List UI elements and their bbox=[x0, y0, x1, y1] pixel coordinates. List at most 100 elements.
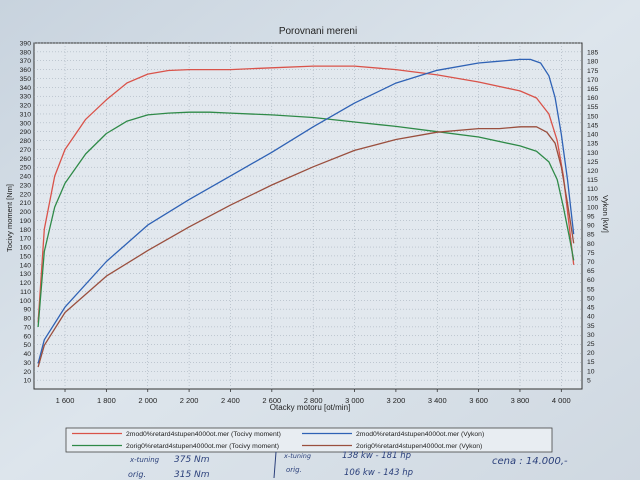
y-left-tick-label-1: 20 bbox=[23, 369, 31, 376]
y-left-tick-label-18: 190 bbox=[20, 218, 32, 225]
x-tick-label-12: 4 000 bbox=[552, 396, 571, 405]
x-tick-label-0: 1 600 bbox=[56, 396, 75, 405]
y-right-tick-label-33: 170 bbox=[587, 77, 599, 84]
note-price: cena : 14.000,- bbox=[492, 456, 568, 467]
x-tick-label-1: 1 800 bbox=[97, 396, 116, 405]
y-left-tick-label-37: 380 bbox=[20, 49, 32, 56]
x-tick-label-2: 2 000 bbox=[138, 396, 157, 405]
note-orig-torque: 315 Nm bbox=[174, 470, 210, 480]
y-left-tick-label-30: 310 bbox=[20, 111, 32, 118]
y-right-tick-label-34: 175 bbox=[587, 68, 599, 75]
note-divider bbox=[273, 451, 277, 479]
y-left-tick-label-35: 360 bbox=[20, 67, 32, 74]
note-orig-label: orig. bbox=[128, 470, 146, 479]
y-right-tick-label-29: 150 bbox=[587, 113, 599, 120]
y-left-tick-label-13: 140 bbox=[20, 262, 32, 269]
y-left-tick-label-15: 160 bbox=[20, 245, 32, 252]
y-left-tick-label-27: 280 bbox=[20, 138, 32, 145]
y-right-tick-label-31: 160 bbox=[587, 95, 599, 102]
y-right-tick-label-2: 15 bbox=[587, 359, 595, 366]
y-right-tick-label-16: 85 bbox=[587, 232, 595, 239]
y-right-tick-label-32: 165 bbox=[587, 86, 599, 93]
series-lines bbox=[37, 58, 575, 368]
x-tick-label-11: 3 800 bbox=[511, 396, 530, 405]
y-left-tick-label-32: 330 bbox=[20, 94, 32, 101]
y-right-tick-label-8: 45 bbox=[587, 305, 595, 312]
y-right-tick-label-3: 20 bbox=[587, 350, 595, 357]
y-left-tick-label-38: 390 bbox=[20, 41, 32, 48]
y-right-tick-label-14: 75 bbox=[587, 250, 595, 257]
series-line-1 bbox=[37, 111, 575, 327]
legend-box bbox=[65, 427, 553, 453]
y-left-tick-label-20: 210 bbox=[20, 200, 32, 207]
grid-lines bbox=[34, 42, 582, 389]
x-tick-label-4: 2 400 bbox=[221, 396, 240, 405]
y-left-tick-label-4: 50 bbox=[23, 342, 31, 349]
y-right-tick-label-17: 90 bbox=[587, 223, 595, 230]
legend-label-3: 2orig0%retard4stupen4000ot.mer (Vykon) bbox=[356, 443, 482, 450]
y-left-tick-label-36: 370 bbox=[20, 58, 32, 65]
y-left-tick-label-17: 180 bbox=[20, 227, 32, 234]
y-left-tick-label-11: 120 bbox=[20, 280, 32, 287]
note-tuning-power: 138 kw - 181 hp bbox=[342, 451, 411, 461]
legend-label-0: 2mod0%retard4stupen4000ot.mer (Tocivy mo… bbox=[126, 431, 281, 438]
y-right-tick-label-27: 140 bbox=[587, 132, 599, 139]
y-left-tick-label-26: 270 bbox=[20, 147, 32, 154]
note-tuning-label: x-tuning bbox=[129, 456, 160, 464]
x-tick-label-10: 3 600 bbox=[469, 396, 488, 405]
note-tuning-label-2: x-tuning bbox=[283, 452, 311, 460]
handwritten-notes: x-tuning 375 Nm orig. 315 Nm x-tuning or… bbox=[128, 451, 568, 480]
y-axis-left-label: Tocivy moment [Nm] bbox=[5, 184, 14, 252]
x-tick-label-8: 3 200 bbox=[386, 396, 405, 405]
y-right-tick-label-9: 50 bbox=[587, 295, 595, 302]
x-tick-label-6: 2 800 bbox=[304, 396, 323, 405]
plot-area bbox=[33, 42, 583, 390]
y-left-tick-label-8: 90 bbox=[23, 307, 31, 314]
y-left-tick-label-12: 130 bbox=[20, 271, 32, 278]
y-right-tick-label-28: 145 bbox=[587, 122, 599, 129]
x-tick-label-9: 3 400 bbox=[428, 396, 447, 405]
x-tick-label-5: 2 600 bbox=[262, 396, 281, 405]
y-right-tick-label-19: 100 bbox=[587, 204, 599, 211]
y-left-tick-label-19: 200 bbox=[20, 209, 32, 216]
y-right-tick-label-13: 70 bbox=[587, 259, 595, 266]
y-left-tick-label-33: 340 bbox=[20, 85, 32, 92]
y-left-tick-label-7: 80 bbox=[23, 316, 31, 323]
x-tick-label-7: 3 000 bbox=[345, 396, 364, 405]
y-left-tick-label-3: 40 bbox=[23, 351, 31, 358]
legend-label-1: 2orig0%retard4stupen4000ot.mer (Tocivy m… bbox=[126, 443, 279, 450]
y-right-tick-label-25: 130 bbox=[587, 150, 599, 157]
y-left-tick-label-31: 320 bbox=[20, 103, 32, 110]
note-tuning-torque: 375 Nm bbox=[174, 455, 210, 465]
y-left-tick-label-9: 100 bbox=[20, 298, 32, 305]
y-right-tick-label-22: 115 bbox=[587, 177, 598, 184]
series-line-0 bbox=[37, 65, 575, 323]
x-axis-tick-labels: 1 600 1 800 2 000 2 200 2 400 2 600 2 800 3 000… bbox=[56, 389, 571, 405]
y-right-tick-label-11: 60 bbox=[587, 277, 595, 284]
right-axis-tick-labels: 5 10 15 20 25 30 35 40 45 50 55 60 65 70 75 80 85 90 95 100… bbox=[587, 50, 599, 385]
y-right-tick-label-5: 30 bbox=[587, 332, 595, 339]
y-left-tick-label-5: 60 bbox=[23, 333, 31, 340]
y-right-tick-label-0: 5 bbox=[587, 377, 591, 384]
y-right-tick-label-21: 110 bbox=[587, 186, 598, 193]
x-axis-label: Otacky motoru [ot/min] bbox=[270, 403, 350, 412]
series-line-3 bbox=[37, 126, 575, 368]
y-left-tick-label-6: 70 bbox=[23, 324, 31, 331]
y-right-tick-label-7: 40 bbox=[587, 314, 595, 321]
legend-label-2: 2mod0%retard4stupen4000ot.mer (Vykon) bbox=[356, 431, 484, 438]
y-right-tick-label-24: 125 bbox=[587, 159, 599, 166]
y-axis-right-label: Vykon [kW] bbox=[601, 195, 610, 233]
y-right-tick-label-4: 25 bbox=[587, 341, 595, 348]
y-left-tick-label-10: 110 bbox=[20, 289, 31, 296]
legend: 2mod0%retard4stupen4000ot.mer (Tocivy mo… bbox=[72, 431, 484, 450]
y-left-tick-label-14: 150 bbox=[20, 253, 32, 260]
y-left-tick-label-21: 220 bbox=[20, 191, 32, 198]
y-right-tick-label-6: 35 bbox=[587, 323, 595, 330]
y-right-tick-label-18: 95 bbox=[587, 214, 595, 221]
y-left-tick-label-0: 10 bbox=[23, 378, 31, 385]
y-left-tick-label-34: 350 bbox=[20, 76, 32, 83]
y-right-tick-label-30: 155 bbox=[587, 104, 599, 111]
y-left-tick-label-16: 170 bbox=[20, 236, 32, 243]
